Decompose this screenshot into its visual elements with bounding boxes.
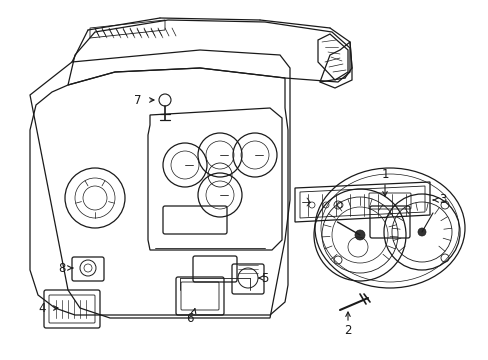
Circle shape	[354, 230, 364, 240]
Text: 1: 1	[381, 168, 388, 181]
Text: 8: 8	[58, 261, 65, 274]
Text: 4: 4	[38, 301, 46, 315]
Circle shape	[417, 228, 425, 236]
Text: 2: 2	[344, 324, 351, 337]
Text: 5: 5	[261, 271, 268, 284]
Text: 3: 3	[438, 193, 446, 207]
Text: 7: 7	[134, 94, 142, 107]
Text: 6: 6	[186, 311, 193, 324]
